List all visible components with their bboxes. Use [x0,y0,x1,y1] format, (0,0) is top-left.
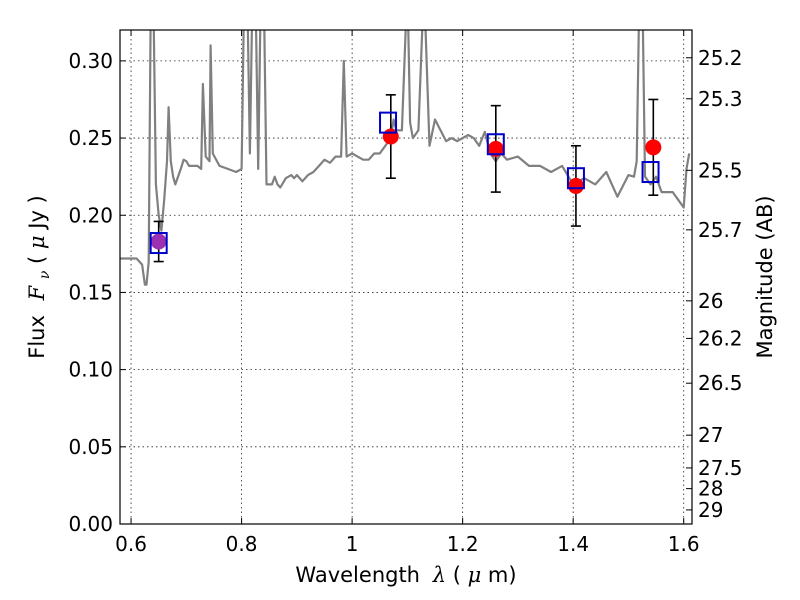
observed-point [567,177,584,194]
mag-tick-label: 25.3 [698,87,743,111]
y-tick-label: 0.20 [68,203,113,227]
mag-tick-label: 26.2 [698,326,743,350]
model-photometry-point [149,232,168,255]
x-tick-label: 1.4 [557,532,589,556]
model-spectrum-layer [120,30,691,286]
y-tick-label: 0.05 [68,435,113,459]
observed-point [645,139,662,156]
data-points-layer [149,94,662,263]
x-tick-label: 1.6 [668,532,700,556]
model-photometry-point [641,161,660,184]
model-spectrum-line [120,30,691,286]
y-tick-label: 0.15 [68,280,113,304]
observed-point [487,140,504,157]
mag-tick-label: 25.5 [698,158,743,182]
ticks: 0.6 0.8 1 1.2 1.4 1.6 0.00 0.05 0.10 0.15 0.20 0.25… [68,30,743,556]
model-photometry-point [566,167,585,190]
y-tick-label: 0.00 [68,512,113,536]
observed-point [150,233,167,250]
x-tick-label: 0.8 [226,532,258,556]
x-tick-label: 1 [346,532,359,556]
mag-tick-label: 27 [698,423,723,447]
x-tick-label: 1.2 [447,532,479,556]
plot-frame [119,29,693,525]
mag-tick-label: 29 [698,498,723,522]
y-axis-label: Flux F ν ( μ Jy ) [25,195,54,359]
mag-tick-label: 28 [698,477,723,501]
y-tick-label: 0.10 [68,358,113,382]
x-axis-label: Wavelength λ ( μ m) [295,563,516,587]
x-tick-label: 0.6 [115,532,147,556]
model-photometry-point [486,133,505,156]
model-photometry-point [379,111,398,134]
mag-tick-label: 25.7 [698,218,743,242]
mag-tick-label: 27.5 [698,456,743,480]
mag-tick-label: 26 [698,289,723,313]
right-axis-label: Magnitude (AB) [753,195,777,358]
mag-tick-label: 25.2 [698,46,743,70]
y-tick-label: 0.25 [68,126,113,150]
mag-tick-label: 26.5 [698,371,743,395]
y-tick-label: 0.30 [68,49,113,73]
